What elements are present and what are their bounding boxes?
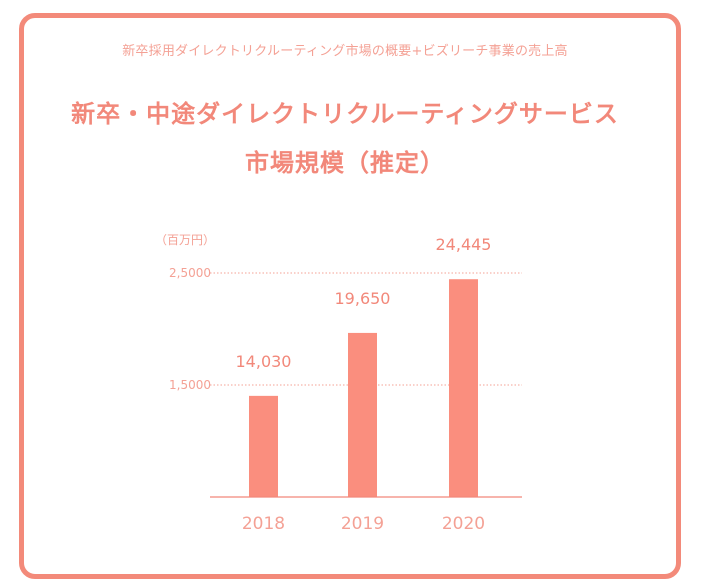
page-title-line1: 新卒・中途ダイレクトリクルーティングサービス xyxy=(71,100,619,128)
x-tick-label: 2020 xyxy=(442,514,485,534)
data-label: 14,030 xyxy=(236,352,292,371)
bar xyxy=(449,279,478,497)
y-tick-label: 2,5000 xyxy=(169,266,211,280)
bar xyxy=(348,332,377,497)
data-label: 24,445 xyxy=(436,235,492,254)
page-subtitle: 新卒採用ダイレクトリクルーティング市場の概要+ビズリーチ事業の売上高 xyxy=(122,44,568,59)
y-tick-label: 1,5000 xyxy=(169,378,211,392)
bar xyxy=(249,395,278,497)
x-tick-label: 2018 xyxy=(242,514,285,534)
data-label: 19,650 xyxy=(335,289,391,308)
page-title-line2: 市場規模（推定） xyxy=(245,149,445,177)
y-axis-unit-label: （百万円） xyxy=(155,233,215,247)
x-tick-label: 2019 xyxy=(341,514,384,534)
